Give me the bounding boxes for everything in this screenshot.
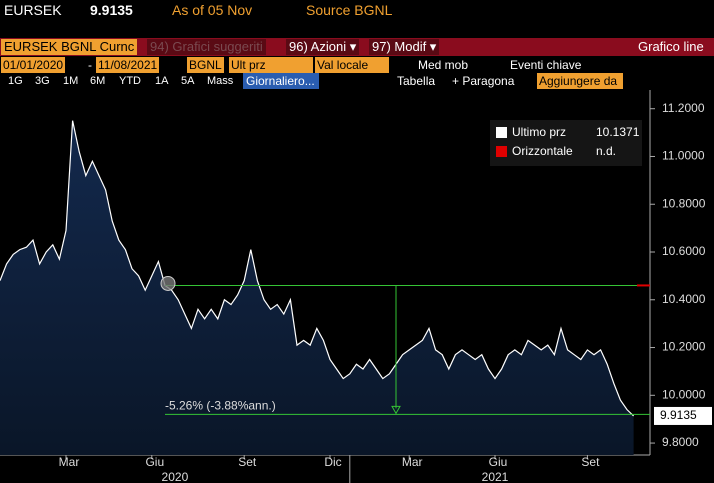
y-tick-label: 10.4000 xyxy=(662,292,706,306)
x-group-label: 2021 xyxy=(482,470,509,483)
end-date[interactable]: 11/08/2021 xyxy=(96,57,160,73)
annotation-text: -5.26% (-3.88%ann.) xyxy=(165,399,276,413)
x-tick-label: Giu xyxy=(145,455,164,469)
legend-value: n.d. xyxy=(596,144,616,158)
legend xyxy=(490,120,642,166)
ticker: EURSEK xyxy=(4,2,62,18)
actions-button[interactable]: 96) Azioni ▾ xyxy=(286,39,360,55)
period-button[interactable]: 1M xyxy=(63,75,79,87)
y-tick-label: 10.2000 xyxy=(662,340,706,354)
key-events[interactable]: Eventi chiave xyxy=(510,58,582,72)
x-tick-label: Set xyxy=(581,455,600,469)
security-box[interactable]: EURSEK BGNL Curnc xyxy=(1,39,138,55)
suggested-button[interactable]: 94) Grafici suggeriti xyxy=(147,39,266,55)
compare-button[interactable]: + Paragona xyxy=(452,74,515,88)
field-select[interactable]: Ult prz xyxy=(229,57,313,73)
period-button[interactable]: YTD xyxy=(119,75,141,87)
legend-swatch xyxy=(496,127,507,138)
reference-anchor xyxy=(160,275,176,291)
x-tick-label: Mar xyxy=(59,455,80,469)
y-tick-label: 9.8000 xyxy=(662,435,699,449)
start-date[interactable]: 01/01/2020 xyxy=(1,57,66,73)
legend-value: 10.1371 xyxy=(596,125,640,139)
legend-label: Ultimo prz xyxy=(512,125,566,139)
y-tick-label: 11.2000 xyxy=(662,101,705,115)
legend-swatch xyxy=(496,146,507,157)
arrow-head xyxy=(391,405,401,415)
currency-select[interactable]: Val locale xyxy=(315,57,389,73)
as-of: As of 05 Nov xyxy=(172,2,253,18)
period-button[interactable]: 5A xyxy=(181,75,195,87)
frequency[interactable]: Giornaliero... xyxy=(243,73,319,89)
legend-label: Orizzontale xyxy=(512,144,573,158)
period-button[interactable]: 1G xyxy=(8,75,23,87)
moving-average[interactable]: Med mob xyxy=(418,58,469,72)
last-value: 9.9135 xyxy=(660,408,697,422)
x-tick-label: Giu xyxy=(489,455,508,469)
source: Source BGNL xyxy=(306,2,393,18)
x-tick-label: Mar xyxy=(402,455,423,469)
modify-button[interactable]: 97) Modif ▾ xyxy=(369,39,440,55)
chart-type[interactable]: Grafico line xyxy=(638,39,704,54)
y-tick-label: 10.8000 xyxy=(662,196,706,210)
table-button[interactable]: Tabella xyxy=(397,74,436,88)
period-button[interactable]: 6M xyxy=(90,75,106,87)
date-separator: - xyxy=(88,58,92,72)
y-tick-label: 10.6000 xyxy=(662,244,706,258)
source-field[interactable]: BGNL xyxy=(187,57,224,73)
area xyxy=(0,120,634,455)
period-button[interactable]: 3G xyxy=(35,75,50,87)
period-button[interactable]: 1A xyxy=(155,75,169,87)
chart: 9.8000 10.0000 10.2000 10.4000 10.6000 10.800… xyxy=(0,90,712,483)
x-tick-label: Set xyxy=(238,455,257,469)
last-value-box xyxy=(654,406,712,425)
price: 9.9135 xyxy=(90,2,133,18)
line xyxy=(0,120,635,417)
add-from[interactable]: Aggiungere da xyxy=(537,73,623,89)
y-tick-label: 11.0000 xyxy=(662,149,705,163)
y-tick-label: 10.0000 xyxy=(662,387,706,401)
x-group-label: 2020 xyxy=(162,470,189,483)
period-button[interactable]: Mass xyxy=(207,75,234,87)
x-tick-label: Dic xyxy=(324,455,341,469)
